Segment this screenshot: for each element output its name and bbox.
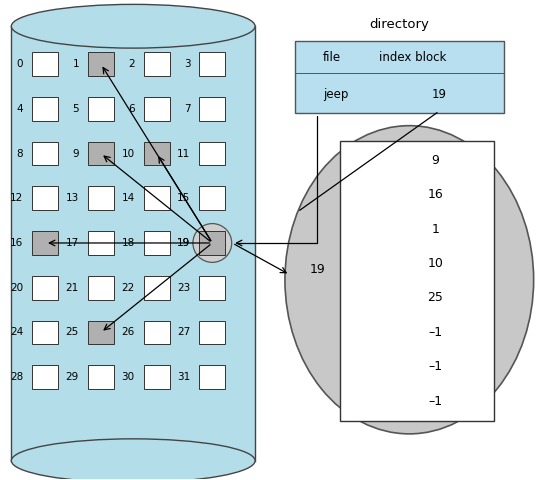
Bar [32,52,58,76]
Bar [340,141,494,421]
Text: 31: 31 [177,372,191,382]
Bar [144,97,169,120]
Text: 18: 18 [122,238,135,248]
Bar [199,321,225,344]
Bar [144,52,169,76]
Bar [295,41,504,113]
Text: 9: 9 [431,154,439,167]
Circle shape [193,224,232,263]
Text: directory: directory [369,18,430,31]
Ellipse shape [285,126,534,434]
Bar [32,321,58,344]
Text: 12: 12 [10,193,23,203]
Bar [199,231,225,255]
Bar [199,52,225,76]
Text: –1: –1 [428,360,443,373]
Text: 10: 10 [122,148,135,158]
Text: 21: 21 [66,283,79,293]
Bar [144,365,169,389]
Text: 25: 25 [427,291,443,304]
Bar [144,276,169,300]
Bar [88,97,114,120]
Bar [88,231,114,255]
Text: 8: 8 [17,148,23,158]
Bar [32,276,58,300]
Text: 23: 23 [177,283,191,293]
Bar [144,231,169,255]
Bar [32,231,58,255]
Text: 7: 7 [184,104,191,114]
Text: 29: 29 [66,372,79,382]
Text: 19: 19 [432,88,447,101]
Bar [199,186,225,210]
Text: 6: 6 [128,104,135,114]
Text: 26: 26 [122,327,135,337]
Ellipse shape [11,439,255,480]
Bar [32,186,58,210]
Text: 16: 16 [10,238,23,248]
Bar [32,365,58,389]
Bar [88,142,114,166]
Text: 17: 17 [66,238,79,248]
Text: 27: 27 [177,327,191,337]
Bar [199,365,225,389]
Bar [32,97,58,120]
Ellipse shape [11,4,255,48]
Bar [199,231,225,255]
Bar [88,365,114,389]
Text: 22: 22 [122,283,135,293]
Bar [88,52,114,76]
Bar [88,186,114,210]
Text: 15: 15 [177,193,191,203]
Text: 25: 25 [66,327,79,337]
Bar [32,142,58,166]
Text: 11: 11 [177,148,191,158]
Text: 19: 19 [177,238,191,248]
Text: –1: –1 [428,395,443,408]
Text: 1: 1 [431,223,439,236]
Text: 3: 3 [184,59,191,69]
Bar [144,186,169,210]
Text: 19: 19 [177,238,191,248]
Text: 9: 9 [72,148,79,158]
Text: 28: 28 [10,372,23,382]
Bar [144,321,169,344]
Bar [199,97,225,120]
Text: 16: 16 [427,188,443,201]
Text: 19: 19 [310,264,326,276]
Bar [144,142,169,166]
Text: index block: index block [380,50,447,63]
Text: 10: 10 [427,257,443,270]
Text: 20: 20 [10,283,23,293]
Bar [88,276,114,300]
Bar [199,142,225,166]
Text: 30: 30 [122,372,135,382]
Text: 0: 0 [17,59,23,69]
Text: 1: 1 [72,59,79,69]
Text: 2: 2 [128,59,135,69]
Text: file: file [323,50,341,63]
Text: 13: 13 [66,193,79,203]
Text: jeep: jeep [323,88,348,101]
Bar [199,276,225,300]
Bar [88,321,114,344]
Text: 5: 5 [72,104,79,114]
Text: 14: 14 [122,193,135,203]
Text: 4: 4 [17,104,23,114]
Text: 24: 24 [10,327,23,337]
Bar [11,26,255,461]
Text: –1: –1 [428,326,443,339]
